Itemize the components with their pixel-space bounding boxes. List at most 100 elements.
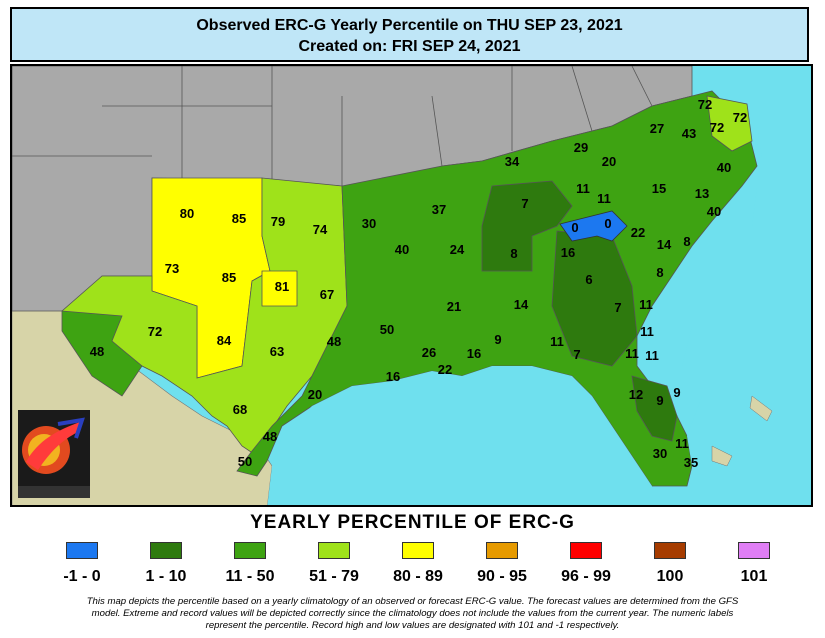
region-value-label: 7 — [521, 196, 528, 211]
region-value-label: 72 — [733, 110, 747, 125]
erc-map: 80 85 797473858167728463484868482050304050… — [12, 66, 811, 505]
region-value-label: 11 — [576, 181, 590, 196]
region-value-label: 7 — [573, 347, 580, 362]
legend-swatch — [66, 542, 98, 559]
region-value-label: 11 — [645, 348, 659, 363]
legend-item: 11 - 50 — [210, 542, 290, 586]
percentile-labels: 80 85 797473858167728463484868482050304050… — [90, 97, 747, 470]
legend-item: 100 — [630, 542, 710, 586]
region-value-label: 72 — [710, 120, 724, 135]
islands — [711, 395, 773, 467]
region-lightgreen-72 — [706, 95, 753, 152]
region-value-label: 21 — [447, 299, 461, 314]
legend-label: 101 — [740, 568, 768, 585]
region-blue-0 — [559, 210, 628, 242]
region-value-label: 29 — [574, 140, 588, 155]
region-value-label: 72 — [148, 324, 162, 339]
region-value-label: 11 — [550, 334, 564, 349]
region-value-label: 15 — [652, 181, 666, 196]
footnote-line-1: This map depicts the percentile based on… — [86, 596, 739, 607]
legend-item: 101 — [714, 542, 794, 586]
region-value-label: 40 — [717, 160, 731, 175]
legend-swatch — [570, 542, 602, 559]
region-value-label: 79 — [271, 214, 285, 229]
region-value-label: 68 — [233, 402, 247, 417]
map-title-box: Observed ERC-G Yearly Percentile on THU … — [10, 7, 809, 62]
region-value-label: 8 — [510, 246, 517, 261]
region-value-label: 0 — [571, 220, 578, 235]
region-value-label: 6 — [585, 272, 592, 287]
map-panel: 80 85 79 74 73 85 81 67 72 84 63 48 48 68 48 20 50 30 40 50… — [10, 64, 813, 507]
region-value-label: 22 — [631, 225, 645, 240]
region-value-label: 27 — [650, 121, 664, 136]
region-value-label: 43 — [682, 126, 696, 141]
footnote-line-3: represent the percentile. Record high an… — [205, 620, 620, 631]
region-value-label: 20 — [308, 387, 322, 402]
region-value-label: 40 — [707, 204, 721, 219]
region-value-label: 74 — [313, 222, 328, 237]
region-value-label: 50 — [380, 322, 394, 337]
region-value-label: 81 — [275, 279, 289, 294]
region-value-label: 8 — [683, 234, 690, 249]
atlantic-ocean — [682, 66, 811, 505]
map-footnote: This map depicts the percentile based on… — [8, 596, 817, 632]
region-value-label: 11 — [625, 346, 639, 361]
region-value-label: 72 — [698, 97, 712, 112]
region-value-label: 30 — [653, 446, 667, 461]
region-yellow-81 — [261, 270, 298, 307]
legend-swatch — [738, 542, 770, 559]
region-value-label: 73 — [165, 261, 179, 276]
legend-item: 51 - 79 — [294, 542, 374, 586]
region-value-label: 22 — [438, 362, 452, 377]
region-green-48-west — [61, 310, 143, 397]
legend-item: 80 - 89 — [378, 542, 458, 586]
region-value-label: 85 — [222, 270, 236, 285]
agency-logo — [18, 410, 90, 498]
region-value-label: 9 — [656, 393, 663, 408]
legend-swatch — [234, 542, 266, 559]
region-value-label: 63 — [270, 344, 284, 359]
region-value-label: 13 — [695, 186, 709, 201]
region-value-label: 11 — [597, 191, 611, 206]
legend-swatch — [486, 542, 518, 559]
legend-title: YEARLY PERCENTILE OF ERC-G — [250, 512, 575, 533]
legend-item: -1 - 0 — [42, 542, 122, 586]
legend-swatch — [318, 542, 350, 559]
region-value-label: 37 — [432, 202, 446, 217]
region-value-label: 0 — [604, 216, 611, 231]
legend: -1 - 0 1 - 10 11 - 50 51 - 79 80 - 89 90 - 95… — [42, 542, 802, 590]
region-value-label: 9 — [673, 385, 680, 400]
map-created-date: Created on: FRI SEP 24, 2021 — [298, 38, 521, 55]
region-darkgreen-fl — [631, 375, 678, 442]
region-green-11-50 — [236, 90, 758, 487]
region-value-label: 50 — [238, 454, 252, 469]
region-value-label: 16 — [386, 369, 400, 384]
region-value-label: 80 — [180, 206, 194, 221]
region-value-label: 40 — [395, 242, 409, 257]
region-value-label: 9 — [494, 332, 501, 347]
legend-label: 100 — [656, 568, 684, 585]
region-value-label: 11 — [640, 324, 654, 339]
region-value-label: 11 — [675, 436, 689, 451]
legend-swatch — [654, 542, 686, 559]
region-value-label: 34 — [505, 154, 520, 169]
region-value-label: 14 — [514, 297, 529, 312]
region-darkgreen-tn-al — [481, 180, 573, 272]
legend-swatch — [402, 542, 434, 559]
legend-label: 96 - 99 — [561, 568, 611, 585]
region-value-label: 85 — [232, 211, 246, 226]
region-value-label: 14 — [657, 237, 672, 252]
legend-item: 96 - 99 — [546, 542, 626, 586]
footnote-line-2: model. Extreme and record values will be… — [91, 608, 734, 619]
region-value-label: 35 — [684, 455, 698, 470]
state-borders-gray — [12, 66, 653, 186]
region-value-label: 16 — [467, 346, 481, 361]
legend-item: 90 - 95 — [462, 542, 542, 586]
region-value-label: 20 — [602, 154, 616, 169]
legend-label: 90 - 95 — [477, 568, 527, 585]
legend-label: 80 - 89 — [393, 568, 443, 585]
region-value-label: 16 — [561, 245, 575, 260]
region-value-label: 48 — [90, 344, 104, 359]
legend-item: 1 - 10 — [126, 542, 206, 586]
region-value-label: 24 — [450, 242, 465, 257]
